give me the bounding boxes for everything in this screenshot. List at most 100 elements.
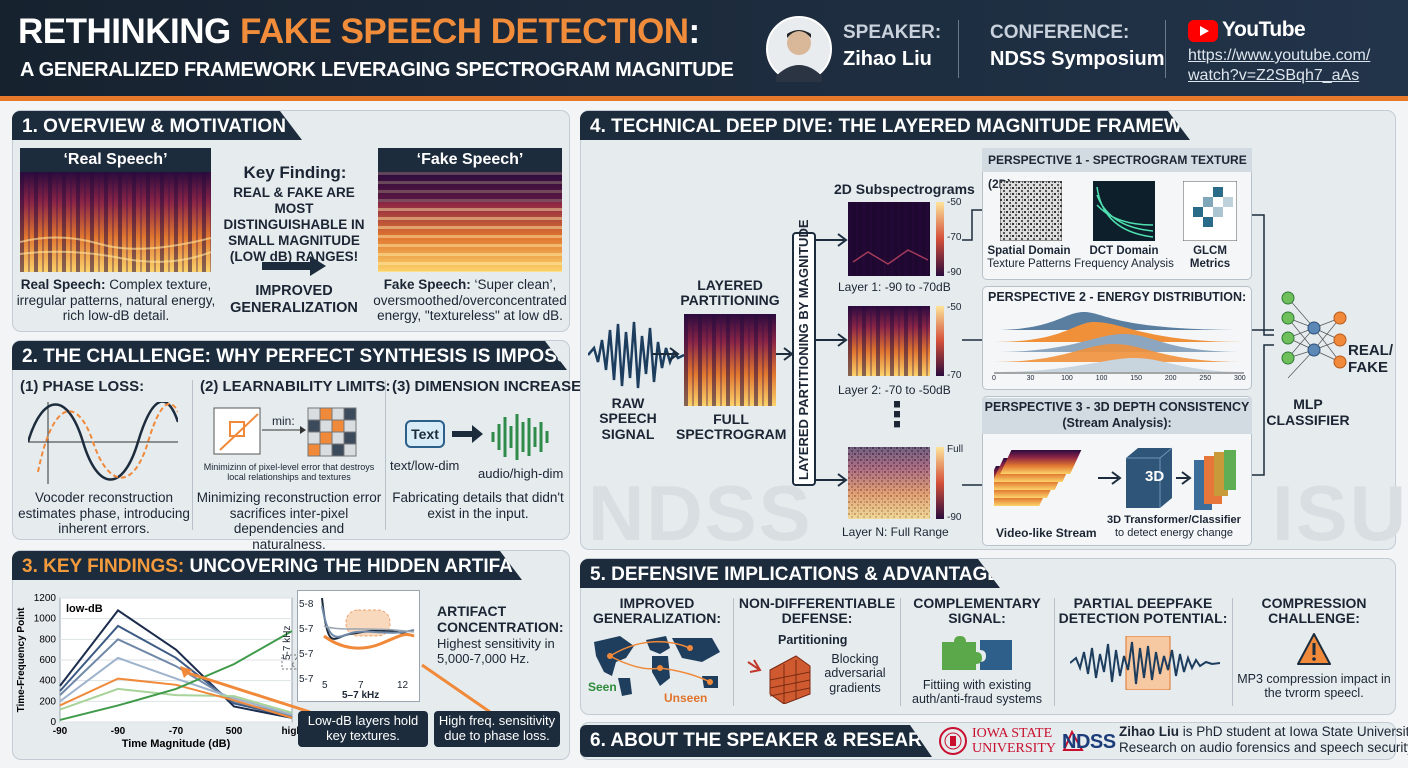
y-axis-label: Time-Frequency Point [16, 607, 27, 713]
item-sub: Texture Patterns [987, 258, 1071, 271]
series-line [59, 687, 293, 714]
header-stripe [0, 96, 1408, 101]
x-tick-label: high [281, 726, 302, 737]
tick-label: 7 [358, 680, 364, 691]
colorbar-label: -90 [947, 267, 962, 278]
layer-1 [848, 202, 930, 276]
text-box: Text [405, 420, 445, 448]
sub-title: 2D Subspectrograms [834, 181, 975, 197]
isu-line: IOWA STATE [972, 726, 1053, 741]
arrow [652, 347, 680, 361]
layer-n [848, 447, 930, 519]
seen-label: Seen [588, 680, 617, 694]
phase-wave [28, 402, 178, 484]
tick-label: 100 [1061, 375, 1073, 382]
colorbar [936, 306, 944, 376]
fake-label: ‘Fake Speech’ [378, 148, 562, 172]
colorbar-label: Full [947, 444, 964, 455]
item-title: Spatial Domain [987, 245, 1071, 257]
item-caption: Minimizing reconstruction error sacrific… [196, 490, 382, 552]
colorbar-label: -70 [947, 232, 962, 243]
section-heading: 2. THE CHALLENGE: WHY PERFECT SYNTHESIS … [12, 341, 567, 370]
arrow [262, 256, 326, 276]
min-label: min: [272, 414, 295, 428]
mlp-graphic [1252, 214, 1347, 476]
perspective-title: PERSPECTIVE 2 - ENERGY DISTRIBUTION: [988, 290, 1247, 304]
challenge-panel [12, 340, 570, 540]
unseen-label: Unseen [664, 691, 708, 705]
partition-bar [792, 232, 816, 486]
title-colon: : [688, 12, 700, 51]
tick-label: 12 [397, 680, 409, 691]
item-title: NON-DIFFERENTIABLE DEFENSE: [738, 595, 896, 627]
subtitle: A GENERALIZED FRAMEWORK LEVERAGING SPECT… [20, 59, 734, 81]
youtube-url[interactable]: https://www.youtube.com/watch?v=Z2SBqh7_… [1188, 46, 1370, 86]
speaker-name: Zihao Liu [843, 48, 932, 70]
findings-chart: 0 200 400 600 800 1000 1200 -90 -90 -70 500 high Tim… [16, 593, 302, 750]
ellipsis: ⋮ [880, 396, 914, 434]
model-note: to detect energy change [1114, 526, 1234, 539]
low-dim-label: text/low-dim [390, 458, 460, 473]
url-line[interactable]: watch?v=Z2SBqh7_aAs [1188, 67, 1360, 84]
series-line [59, 624, 293, 718]
cube-label: 3D [1145, 468, 1165, 485]
warning-icon [1297, 633, 1331, 665]
item-sub: Frequency Analysis [1074, 258, 1174, 271]
inset-yticks: 5-8 5-7 5-7 5-7 [299, 592, 319, 692]
artifact-text: Highest sensitivity in 5,000-7,000 Hz. [437, 636, 555, 666]
full-spectrogram [684, 314, 776, 406]
p1-item: Spatial Domain Texture Patterns [982, 245, 1076, 271]
url-line[interactable]: https://www.youtube.com/ [1188, 47, 1371, 64]
ndss-logo: NDSS [1062, 731, 1116, 753]
bio: Zihao Liu is PhD student at Iowa State U… [1119, 724, 1408, 756]
ndss-logo-mark [1062, 730, 1084, 751]
series-line [59, 609, 293, 719]
bio-text: Research on audio forensics and speech s… [1119, 740, 1408, 755]
arrow [452, 425, 483, 443]
partition-title: LAYERED PARTITIONING [680, 277, 780, 309]
inset-chart [297, 590, 420, 702]
puzzle-icon [942, 636, 1012, 670]
inset-x-label: 5–7 kHz [342, 690, 380, 701]
colorbar [936, 202, 944, 276]
raw-label: RAW SPEECH SIGNAL [599, 395, 657, 442]
fake-caption: Fake Speech: ‘Super clean’, oversmoothed… [370, 277, 570, 324]
branch-arrows [816, 233, 848, 487]
series-line [59, 677, 293, 719]
heading-part: 3. KEY FINDINGS: [22, 556, 185, 577]
x-tick-label: -70 [169, 726, 184, 737]
mlp-label: MLP CLASSIFIER [1266, 396, 1350, 429]
item-title: (1) PHASE LOSS: [20, 378, 145, 395]
p1-item: DCT Domain Frequency Analysis [1074, 245, 1174, 271]
audio-wave [491, 414, 549, 460]
divider [958, 20, 959, 78]
layer-label: Layer N: Full Range [842, 525, 949, 539]
isu-seal [939, 727, 967, 755]
tick-label: 30 [1026, 375, 1035, 382]
energy-ridges [994, 312, 1244, 374]
brick-wall [747, 655, 811, 704]
divider [385, 380, 386, 530]
tick-label: 5 [322, 680, 328, 691]
divider [1165, 20, 1166, 78]
item-note: Minimizinn of pixel-level error that des… [203, 462, 375, 483]
y-tick-label: 0 [50, 717, 56, 728]
caption-bold: Real Speech: [20, 277, 106, 292]
isu-wordmark: IOWA STATE UNIVERSITY [972, 726, 1056, 756]
annotation: low-dB [66, 603, 103, 615]
watermark: ISU [1272, 469, 1408, 557]
tick-label: 0 [992, 375, 996, 382]
model-label: 3D Transformer/Classifier to detect energ… [1100, 514, 1248, 539]
isu-line: UNIVERSITY [972, 741, 1056, 756]
colorbar-label: -50 [947, 197, 962, 208]
watermark: NDSS [588, 469, 813, 557]
heading-part: 2. THE CHALLENGE: [22, 346, 211, 367]
y-tick-label: 600 [39, 655, 56, 666]
heading-part: WHY PERFECT SYNTHESIS IS IMPOSSIBLE [216, 346, 613, 367]
caption: ‘Super clean’, oversmoothed/overconcentr… [373, 277, 567, 324]
tick-label: 200 [1164, 375, 1177, 382]
y-tick-label: 1000 [34, 614, 57, 625]
p1-item: GLCM Metrics [1170, 245, 1250, 271]
callout-box: Low-dB layers hold key textures. [298, 711, 428, 747]
